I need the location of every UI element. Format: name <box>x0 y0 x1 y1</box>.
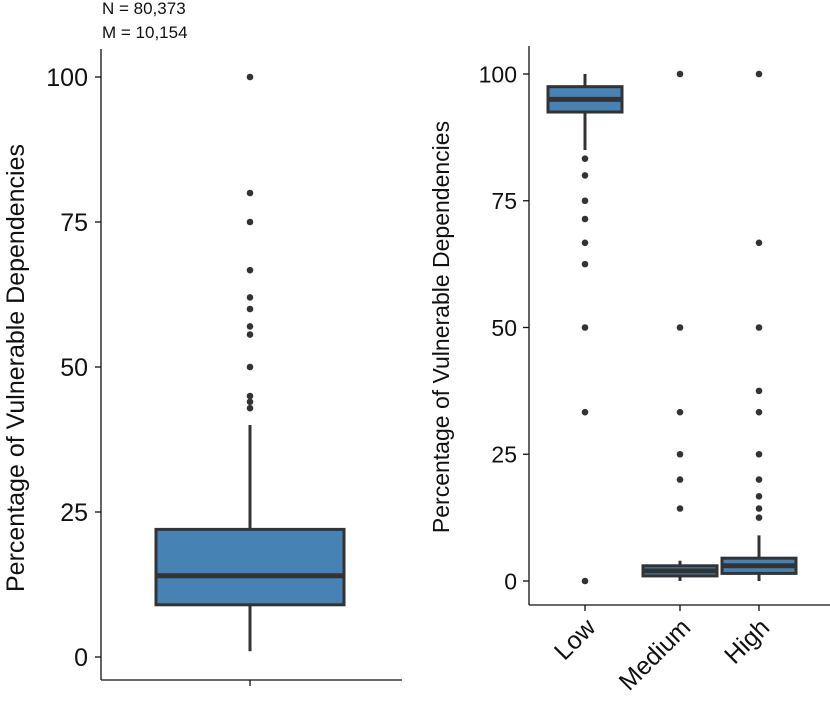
left-outlier-point <box>246 363 254 371</box>
left-outlier-point <box>246 266 254 274</box>
left-boxplot-panel: 0 25 50 75 100 <box>46 49 402 686</box>
right-outlier-point <box>755 493 763 500</box>
right-outlier-point <box>581 577 589 585</box>
right-outlier-point <box>581 172 589 179</box>
right-y-tick-label: 75 <box>491 188 517 214</box>
right-outlier-point <box>755 408 763 416</box>
left-y-tick-label: 100 <box>46 64 88 92</box>
right-outlier-point <box>581 215 589 223</box>
right-x-tick-label-low: Low <box>549 613 602 666</box>
right-outlier-point <box>581 260 589 268</box>
left-y-tick-label: 50 <box>60 354 88 382</box>
left-outlier-point <box>246 305 254 313</box>
right-outlier-point <box>755 324 763 331</box>
annotation-n: N = 80,373 <box>102 0 186 18</box>
annotation-m: M = 10,154 <box>102 23 188 42</box>
right-outlier-point <box>581 408 589 416</box>
left-y-tick-label: 0 <box>74 644 88 672</box>
right-outlier-point <box>676 70 684 78</box>
right-y-tick-label: 0 <box>504 568 517 594</box>
left-y-tick-label: 75 <box>60 209 88 237</box>
left-outlier-point <box>246 392 254 400</box>
right-outlier-point <box>755 514 763 521</box>
left-outlier-point <box>246 294 254 301</box>
left-outlier-point <box>246 218 254 226</box>
right-outlier-point <box>676 408 684 416</box>
right-outlier-point <box>676 476 684 483</box>
right-y-tick-label: 25 <box>491 442 517 468</box>
right-outlier-point <box>755 387 763 395</box>
right-x-tick-label-high: High <box>719 613 775 669</box>
right-outlier-point <box>755 476 763 483</box>
right-outlier-point <box>676 324 684 331</box>
right-boxplot-panel: 0 25 50 75 100 Low Medium High <box>479 46 830 696</box>
right-outlier-point <box>755 505 763 512</box>
right-outlier-point <box>581 239 589 247</box>
right-outlier-point <box>581 324 589 331</box>
right-outlier-point <box>676 450 684 458</box>
right-y-tick-label: 50 <box>491 315 517 341</box>
right-x-tick-label-medium: Medium <box>614 613 697 696</box>
left-outlier-point <box>246 323 254 330</box>
left-outlier-point <box>246 189 254 197</box>
right-y-axis-title: Percentage of Vulnerable Dependencies <box>428 121 454 533</box>
right-outlier-point <box>676 505 684 512</box>
right-outlier-point <box>755 450 763 458</box>
right-y-tick-label: 100 <box>479 61 517 87</box>
left-outlier-point <box>246 331 254 338</box>
left-y-tick-label: 25 <box>60 499 88 527</box>
right-outlier-point <box>755 70 763 78</box>
right-outlier-point <box>755 239 763 247</box>
right-outlier-point <box>581 155 589 162</box>
left-box-all <box>154 527 346 607</box>
right-outlier-point <box>581 197 589 205</box>
left-outlier-point <box>246 73 254 81</box>
left-outlier-point <box>246 398 254 406</box>
left-y-axis-title: Percentage of Vulnerable Dependencies <box>2 144 30 592</box>
left-outlier-point <box>246 404 254 412</box>
